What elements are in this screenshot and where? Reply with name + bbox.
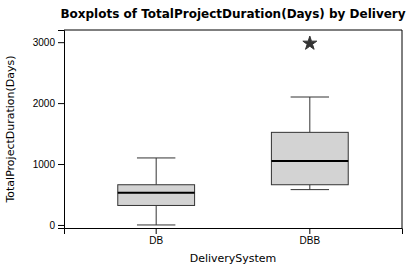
whisker-high bbox=[156, 158, 157, 185]
box-body bbox=[271, 132, 348, 184]
whisker-high bbox=[309, 97, 310, 132]
x-tick: DBB bbox=[300, 228, 321, 246]
y-tick-mark bbox=[58, 103, 64, 104]
y-tick-mark bbox=[58, 42, 64, 43]
plot-area bbox=[118, 36, 348, 225]
y-tick: 3000 bbox=[33, 37, 64, 48]
x-tick-mark bbox=[309, 228, 310, 234]
x-tick-mark bbox=[156, 228, 157, 234]
whisker-low bbox=[156, 205, 157, 224]
y-tick-label: 1000 bbox=[33, 159, 56, 170]
title: Boxplots of TotalProjectDuration(Days) b… bbox=[60, 7, 405, 21]
x-axis-line bbox=[65, 229, 403, 235]
chart: 0 1000 2000 3000 DB DBB Boxplots of TotalProje… bbox=[0, 0, 418, 270]
x-tick-label: DBB bbox=[300, 235, 321, 246]
cap-low bbox=[137, 224, 175, 225]
x-axis: DB DBB bbox=[65, 228, 403, 246]
y-tick: 0 bbox=[49, 220, 64, 231]
median bbox=[271, 160, 348, 162]
y-tick-label: 3000 bbox=[33, 37, 56, 48]
y-axis: 0 1000 2000 3000 bbox=[33, 31, 65, 231]
y-tick: 1000 bbox=[33, 159, 64, 170]
y-tick: 2000 bbox=[33, 98, 64, 109]
y-axis-title: TotalProjectDuration(Days) bbox=[4, 55, 17, 203]
x-tick: DB bbox=[149, 228, 163, 246]
frame-right bbox=[402, 30, 403, 228]
y-axis-line bbox=[58, 31, 65, 229]
y-tick-mark bbox=[58, 164, 64, 165]
y-tick-mark bbox=[58, 225, 64, 226]
flier bbox=[303, 36, 317, 49]
cap-low bbox=[291, 189, 329, 190]
median bbox=[118, 192, 195, 194]
cap-high bbox=[291, 97, 329, 98]
x-tick-label: DB bbox=[149, 235, 163, 246]
y-tick-label: 2000 bbox=[33, 98, 56, 109]
whisker-low bbox=[309, 185, 310, 190]
y-tick-label: 0 bbox=[49, 220, 55, 231]
cap-high bbox=[137, 157, 175, 158]
box bbox=[271, 36, 348, 190]
frame-top bbox=[64, 30, 402, 31]
x-axis-title: DeliverySystem bbox=[190, 252, 277, 265]
box bbox=[118, 158, 195, 225]
box-body bbox=[118, 185, 195, 206]
